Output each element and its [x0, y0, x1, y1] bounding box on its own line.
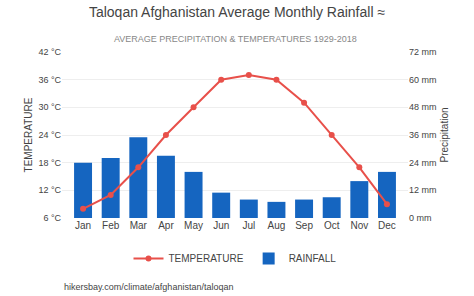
svg-text:Taloqan Afghanistan Average Mo: Taloqan Afghanistan Average Monthly Rain… — [89, 4, 385, 20]
svg-text:hikersbay.com/climate/afghanis: hikersbay.com/climate/afghanistan/taloqa… — [64, 282, 233, 292]
svg-text:24 °C: 24 °C — [38, 130, 61, 140]
svg-text:Oct: Oct — [324, 220, 340, 231]
svg-text:Nov: Nov — [350, 220, 368, 231]
svg-text:18 °C: 18 °C — [38, 158, 61, 168]
svg-text:Apr: Apr — [158, 220, 174, 231]
svg-text:Dec: Dec — [378, 220, 396, 231]
svg-text:Jun: Jun — [213, 220, 229, 231]
svg-text:42 °C: 42 °C — [38, 47, 61, 57]
svg-text:12 mm: 12 mm — [409, 185, 437, 195]
svg-text:60 mm: 60 mm — [409, 75, 437, 85]
svg-text:Precipitation: Precipitation — [439, 107, 450, 162]
svg-text:Jan: Jan — [75, 220, 91, 231]
svg-text:0 mm: 0 mm — [409, 213, 432, 223]
svg-text:May: May — [184, 220, 203, 231]
svg-text:TEMPERATURE: TEMPERATURE — [169, 253, 244, 264]
svg-text:Aug: Aug — [268, 220, 286, 231]
svg-text:Jul: Jul — [242, 220, 255, 231]
svg-text:Sep: Sep — [295, 220, 313, 231]
svg-text:24 mm: 24 mm — [409, 158, 437, 168]
svg-text:Mar: Mar — [130, 220, 148, 231]
svg-text:36 °C: 36 °C — [38, 75, 61, 85]
svg-text:36 mm: 36 mm — [409, 130, 437, 140]
svg-text:Feb: Feb — [102, 220, 120, 231]
svg-text:AVERAGE PRECIPITATION & TEMPER: AVERAGE PRECIPITATION & TEMPERATURES 192… — [114, 34, 357, 44]
svg-text:12 °C: 12 °C — [38, 185, 61, 195]
svg-text:6 °C: 6 °C — [43, 213, 61, 223]
svg-text:48 mm: 48 mm — [409, 102, 437, 112]
svg-text:72 mm: 72 mm — [409, 47, 437, 57]
svg-text:TEMPERATURE: TEMPERATURE — [23, 97, 34, 172]
svg-text:30 °C: 30 °C — [38, 102, 61, 112]
svg-text:RAINFALL: RAINFALL — [289, 253, 337, 264]
